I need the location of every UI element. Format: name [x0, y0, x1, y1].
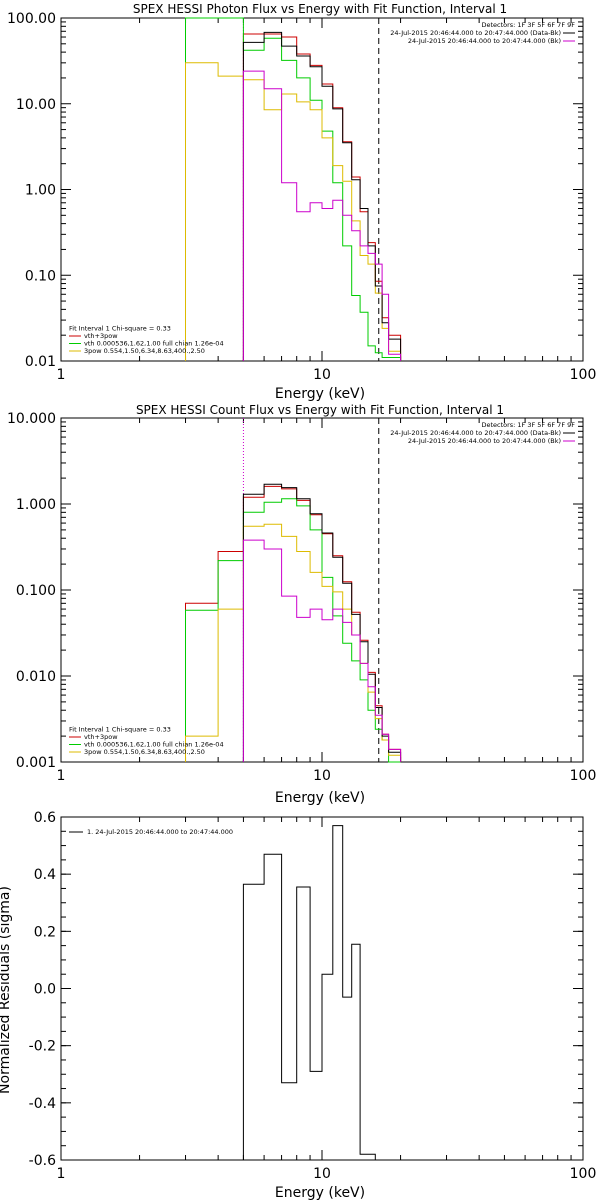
y-tick-label: 0.2 — [34, 924, 56, 940]
y-tick-label: 0.10 — [25, 268, 56, 284]
fit-legend-text: vth 0.000536,1.62,1.00 full chian 1.26e-… — [84, 741, 224, 749]
x-tick-label: 10 — [313, 1166, 331, 1182]
fit-legend-text: vth+3pow — [84, 733, 118, 741]
fit-legend-text: vth+3pow — [84, 332, 118, 340]
y-tick-label: -0.4 — [29, 1096, 56, 1112]
series-line — [242, 483, 402, 762]
x-tick-label: 100 — [570, 768, 597, 784]
y-tick-label: 0.4 — [34, 867, 56, 883]
residuals-xlabel: Energy (keV) — [275, 1185, 365, 1200]
detectors-label: Detectors: 1F 3F 5F 6F 7F 9F — [481, 21, 575, 29]
x-tick-label: 1 — [57, 367, 66, 383]
y-tick-label: -0.6 — [29, 1153, 56, 1169]
fit-legend-text: Fit Interval 1 Chi-square = 0.33 — [69, 726, 171, 734]
photon-flux-title: SPEX HESSI Photon Flux vs Energy with Fi… — [133, 2, 507, 16]
fit-legend-text: 3pow 0.554,1.50,6.34,8.63,400.,2.50 — [84, 347, 205, 355]
photon-flux-panel: SPEX HESSI Photon Flux vs Energy with Fi… — [7, 2, 596, 402]
residuals-ylabel: Normalized Residuals (sigma) — [0, 886, 13, 1094]
x-tick-label: 10 — [313, 768, 331, 784]
series-line — [242, 825, 376, 1160]
y-tick-label: 100.00 — [7, 11, 56, 27]
interval-label: 24-Jul-2015 20:46:44.000 to 20:47:44.000… — [408, 37, 561, 45]
series-line — [242, 70, 402, 361]
series-line — [185, 523, 402, 762]
x-tick-label: 1 — [57, 1166, 66, 1182]
y-tick-label: 1.00 — [25, 183, 56, 199]
count-flux-panel: SPEX HESSI Count Flux vs Energy with Fit… — [7, 403, 596, 806]
interval-label: 24-Jul-2015 20:46:44.000 to 20:47:44.000… — [408, 437, 561, 445]
interval-label: 24-Jul-2015 20:46:44.000 to 20:47:44.000… — [390, 29, 561, 37]
photon-flux-xlabel: Energy (keV) — [275, 386, 365, 402]
y-tick-label: 0.01 — [25, 354, 56, 370]
y-tick-label: 0.010 — [16, 669, 56, 685]
count-flux-xlabel: Energy (keV) — [275, 790, 365, 806]
series-line — [185, 498, 401, 763]
interval-label: 24-Jul-2015 20:46:44.000 to 20:47:44.000… — [390, 429, 561, 437]
series-line — [242, 539, 402, 762]
fit-legend-text: Fit Interval 1 Chi-square = 0.33 — [69, 325, 171, 333]
x-tick-label: 1 — [57, 768, 66, 784]
count-flux-title: SPEX HESSI Count Flux vs Energy with Fit… — [136, 403, 504, 417]
y-tick-label: 10.000 — [7, 411, 56, 427]
series-line — [185, 62, 402, 361]
y-tick-label: -0.2 — [29, 1039, 56, 1055]
x-tick-label: 100 — [570, 1166, 597, 1182]
x-tick-label: 100 — [570, 367, 597, 383]
y-tick-label: 10.00 — [16, 97, 56, 113]
series-line — [242, 31, 402, 361]
fit-legend-text: 3pow 0.554,1.50,6.34,8.63,400.,2.50 — [84, 748, 205, 756]
y-tick-label: 1.000 — [16, 497, 56, 513]
residuals-panel: 1 10 100 -0.6 -0.4 -0.2 0.0 0.2 0.4 0.6 1. 24-Jul-… — [0, 810, 596, 1200]
y-tick-label: 0.0 — [34, 982, 56, 998]
legend-text: 1. 24-Jul-2015 20:46:44.000 to 20:47:44.… — [87, 828, 233, 836]
x-tick-label: 10 — [313, 367, 331, 383]
fit-legend-text: vth 0.000536,1.62,1.00 full chian 1.26e-… — [84, 340, 224, 348]
detectors-label: Detectors: 1F 3F 5F 6F 7F 9F — [481, 421, 575, 429]
plot-frame — [60, 417, 584, 763]
y-tick-label: 0.6 — [34, 810, 56, 826]
y-tick-label: 0.001 — [16, 755, 56, 771]
y-tick-label: 0.100 — [16, 583, 56, 599]
